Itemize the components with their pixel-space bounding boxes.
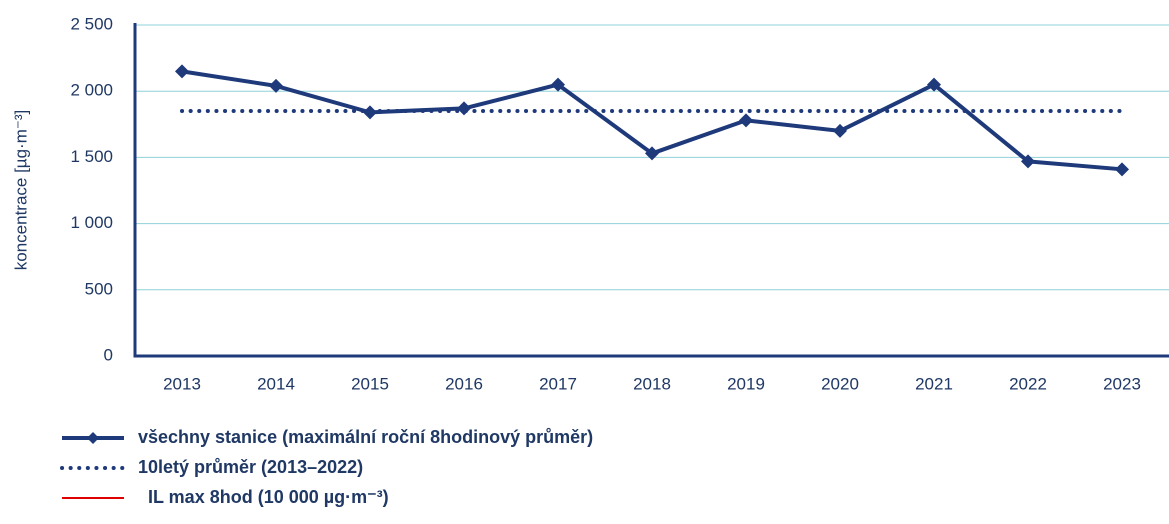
y-tick-label: 500 <box>85 279 113 298</box>
marker <box>1021 154 1035 169</box>
marker <box>457 101 471 116</box>
y-tick-label: 2 000 <box>70 81 113 100</box>
x-tick-label: 2015 <box>351 374 389 393</box>
marker <box>833 123 847 138</box>
x-tick-label: 2013 <box>163 374 201 393</box>
x-tick-label: 2022 <box>1009 374 1047 393</box>
legend-label: 10letý průměr (2013–2022) <box>138 457 363 477</box>
marker <box>739 113 753 128</box>
x-tick-label: 2014 <box>257 374 295 393</box>
marker <box>269 78 283 93</box>
marker <box>551 77 565 92</box>
y-tick-label: 2 500 <box>70 14 113 33</box>
y-axis-label: koncentrace [µg·m⁻³] <box>11 110 30 271</box>
x-tick-label: 2018 <box>633 374 671 393</box>
x-tick-label: 2017 <box>539 374 577 393</box>
x-tick-label: 2019 <box>727 374 765 393</box>
legend-marker <box>87 432 99 444</box>
y-tick-label: 1 000 <box>70 213 113 232</box>
x-tick-label: 2020 <box>821 374 859 393</box>
legend-label: všechny stanice (maximální roční 8hodino… <box>138 427 593 447</box>
legend-label: IL max 8hod (10 000 µg·m⁻³) <box>148 487 389 507</box>
x-tick-label: 2023 <box>1103 374 1141 393</box>
marker <box>645 146 659 161</box>
marker <box>175 64 189 79</box>
x-tick-label: 2021 <box>915 374 953 393</box>
x-tick-label: 2016 <box>445 374 483 393</box>
y-tick-label: 0 <box>104 345 113 364</box>
y-tick-label: 1 500 <box>70 147 113 166</box>
marker <box>1115 162 1129 177</box>
marker <box>927 77 941 92</box>
